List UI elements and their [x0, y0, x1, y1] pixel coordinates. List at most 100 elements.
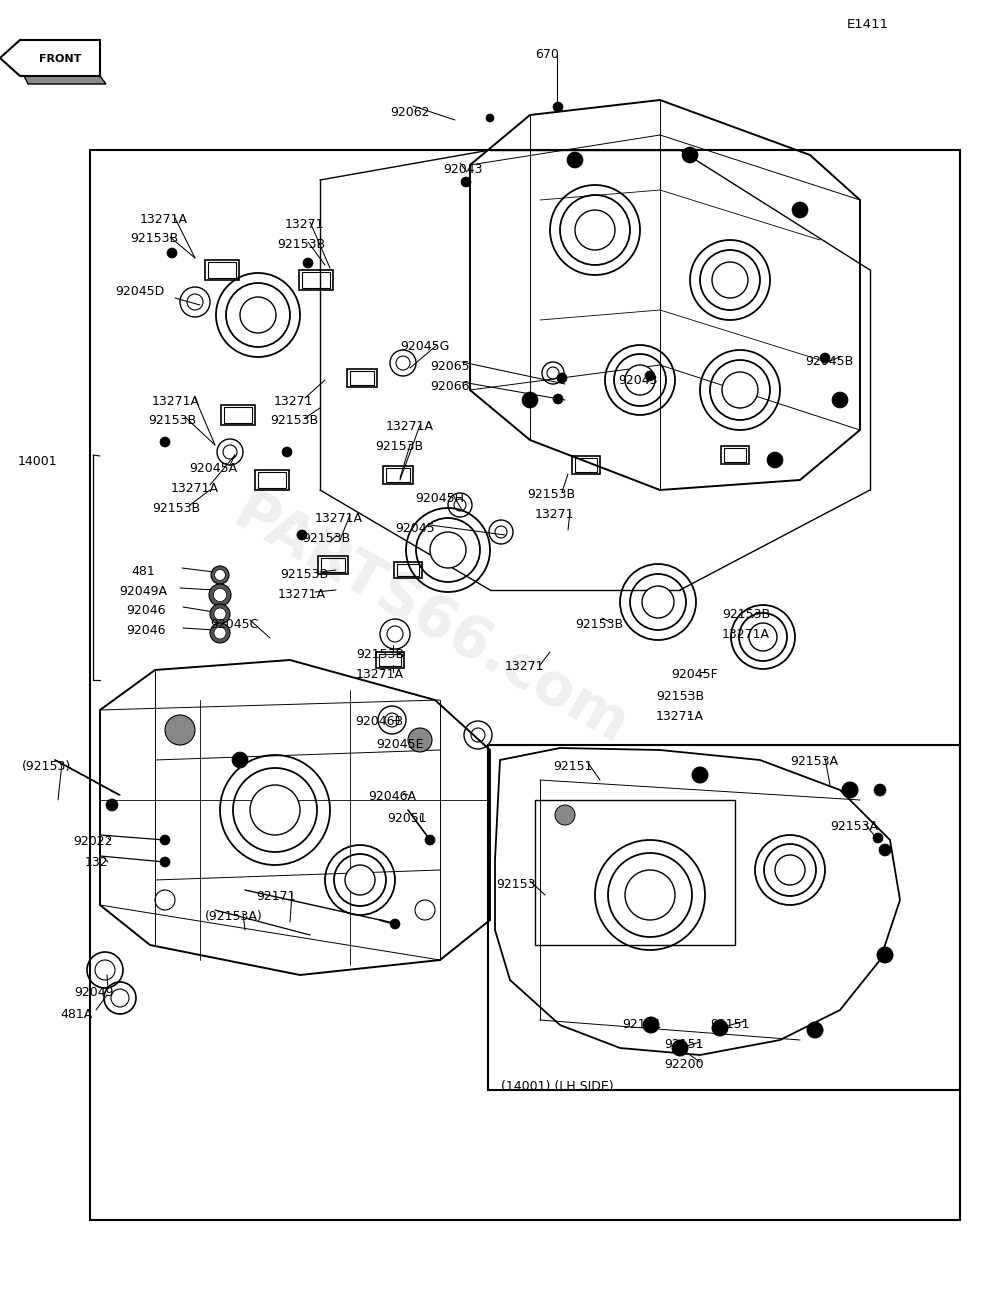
Circle shape [879, 844, 891, 856]
Text: 92046B: 92046B [355, 715, 403, 728]
Bar [90, 150, 960, 1220]
Circle shape [282, 447, 292, 457]
Text: 92065: 92065 [430, 360, 470, 373]
Circle shape [842, 782, 858, 798]
Text: 92153: 92153 [496, 878, 536, 891]
Text: 13271: 13271 [285, 218, 324, 231]
Bar [205, 259, 239, 280]
Circle shape [645, 371, 655, 381]
Text: 92043: 92043 [443, 163, 482, 176]
Text: 92066: 92066 [430, 380, 470, 392]
Circle shape [873, 833, 883, 843]
Circle shape [165, 715, 195, 745]
Circle shape [408, 728, 432, 751]
Bar [386, 469, 410, 482]
Circle shape [553, 102, 563, 112]
Circle shape [430, 532, 466, 568]
Bar [383, 466, 413, 484]
Circle shape [303, 258, 313, 269]
Text: 92045F: 92045F [671, 667, 718, 680]
Text: 92153B: 92153B [302, 532, 350, 545]
Text: 92153B: 92153B [270, 414, 318, 427]
Circle shape [210, 624, 230, 643]
Bar [221, 405, 255, 425]
Text: 132: 132 [85, 856, 109, 869]
Text: 92045G: 92045G [400, 340, 449, 352]
Text: 92045A: 92045A [189, 462, 237, 475]
Text: 92151: 92151 [622, 1019, 662, 1032]
Circle shape [567, 152, 583, 168]
Text: 92045H: 92045H [415, 492, 464, 505]
Text: PARTS66.com: PARTS66.com [223, 484, 637, 757]
Circle shape [214, 608, 226, 620]
Text: 92045B: 92045B [805, 355, 853, 368]
Text: 13271A: 13271A [140, 213, 188, 226]
Text: 13271A: 13271A [315, 513, 363, 525]
Text: (14001) (LH SIDE): (14001) (LH SIDE) [501, 1081, 614, 1093]
Text: 92046A: 92046A [368, 790, 416, 803]
Text: 13271A: 13271A [356, 667, 404, 680]
Bar [318, 556, 348, 574]
Text: 92200: 92200 [664, 1059, 704, 1072]
Bar [488, 745, 960, 1090]
Bar [224, 407, 252, 423]
Bar [299, 270, 333, 290]
Circle shape [160, 835, 170, 846]
Bar [255, 470, 289, 491]
Circle shape [749, 624, 777, 651]
Circle shape [390, 919, 400, 930]
Bar [208, 262, 236, 278]
Text: 13271A: 13271A [152, 395, 200, 408]
Text: 13271: 13271 [535, 507, 574, 522]
Circle shape [643, 1017, 659, 1033]
Text: 92153A: 92153A [830, 820, 878, 833]
Circle shape [160, 436, 170, 447]
Text: 92046: 92046 [126, 624, 166, 636]
Text: 92151: 92151 [710, 1019, 750, 1032]
Circle shape [555, 806, 575, 825]
Circle shape [672, 1041, 688, 1056]
Text: 13271A: 13271A [386, 420, 434, 432]
Circle shape [767, 452, 783, 469]
Bar [321, 558, 345, 572]
Circle shape [461, 177, 471, 187]
Circle shape [575, 210, 615, 250]
Text: 13271A: 13271A [278, 587, 326, 602]
Circle shape [682, 147, 698, 163]
Bar [724, 448, 746, 462]
Text: 92153B: 92153B [375, 440, 423, 453]
Circle shape [820, 352, 830, 363]
Text: 13271A: 13271A [171, 482, 219, 494]
Text: 92153B: 92153B [527, 488, 575, 501]
Text: 92045E: 92045E [376, 738, 424, 751]
Text: 92051: 92051 [387, 812, 427, 825]
Circle shape [209, 584, 231, 605]
Bar [376, 652, 404, 667]
Bar [575, 458, 597, 473]
Circle shape [712, 1020, 728, 1035]
Text: 92153A: 92153A [790, 755, 838, 768]
Circle shape [642, 586, 674, 618]
Bar [347, 369, 377, 387]
Text: 92045C: 92045C [210, 618, 258, 631]
Text: 481A: 481A [60, 1008, 92, 1021]
Circle shape [213, 589, 227, 602]
Text: E1411: E1411 [847, 18, 889, 31]
Text: 92153B: 92153B [280, 568, 328, 581]
Circle shape [807, 1022, 823, 1038]
Circle shape [625, 870, 675, 920]
Circle shape [792, 201, 808, 218]
Text: 92153B: 92153B [656, 689, 704, 704]
Text: 92062: 92062 [390, 106, 430, 119]
Bar [721, 445, 749, 463]
Text: 92153B: 92153B [148, 414, 196, 427]
Circle shape [167, 248, 177, 258]
Text: 92153B: 92153B [356, 648, 404, 661]
Text: 92046: 92046 [126, 604, 166, 617]
Polygon shape [0, 40, 100, 76]
Circle shape [425, 835, 435, 846]
Bar [302, 272, 330, 288]
Text: 670: 670 [535, 48, 559, 61]
Bar [258, 473, 286, 488]
Text: 92049A: 92049A [119, 585, 167, 598]
